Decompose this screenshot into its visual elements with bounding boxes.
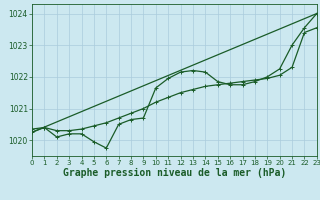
X-axis label: Graphe pression niveau de la mer (hPa): Graphe pression niveau de la mer (hPa) (63, 168, 286, 178)
